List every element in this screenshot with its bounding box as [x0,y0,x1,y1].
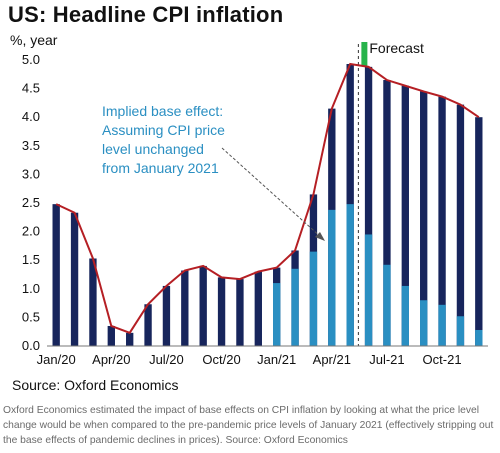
annotation-line: Implied base effect: [102,103,223,119]
bar-base-effect [291,268,299,346]
base-effect-annotation: Implied base effect: Assuming CPI price le… [102,103,225,176]
forecast-marker: Forecast [357,40,424,346]
cpi-chart: %, year 0.0 0.5 1.0 1.5 2.0 2.5 3.0 3.5 4.0 4.5 5.… [10,32,488,367]
bar-total [364,66,373,346]
bar-total [162,285,171,346]
bar-base-effect [401,285,409,346]
bar-base-effect [383,264,391,346]
bar-total [199,265,207,346]
bar-base-effect [309,251,318,346]
x-tick-label: Jul/20 [149,352,184,367]
x-axis: Jan/20 Apr/20 Jul/20 Oct/20 Jan/21 Apr/21 Jul-… [37,345,488,367]
y-tick-label: 2.5 [22,195,40,210]
bar-base-effect [475,329,483,346]
y-tick-label: 4.0 [22,109,40,124]
forecast-label: Forecast [369,40,424,56]
y-tick-label: 0.0 [22,338,40,353]
y-tick-label: 1.5 [22,252,40,267]
bar-total [107,325,115,346]
x-tick-label: Jan/20 [37,352,76,367]
bar-base-effect [273,283,281,346]
bar-total [438,96,446,346]
x-tick-label: Oct-21 [423,352,462,367]
bar-base-effect [328,209,336,346]
annotation-line: Assuming CPI price [102,122,225,138]
source-note: Source: Oxford Economics [12,377,179,393]
x-tick-label: Apr/21 [313,352,351,367]
bars [52,64,483,347]
y-tick-label: 2.0 [22,224,40,239]
bar-total [217,277,226,346]
y-axis: 0.0 0.5 1.0 1.5 2.0 2.5 3.0 3.5 4.0 4.5 5.0 [22,52,40,353]
bar-total [181,270,189,346]
y-tick-label: 3.0 [22,166,40,181]
chart-title: US: Headline CPI inflation [8,2,284,27]
y-tick-label: 3.5 [22,138,40,153]
x-tick-label: Jul-21 [369,352,404,367]
y-tick-label: 5.0 [22,52,40,67]
cpi-line-path [55,62,480,335]
bar-total [144,304,152,346]
bar-base-effect [364,234,373,346]
bar-total [70,212,79,346]
bar-total [383,80,391,347]
bar-total [254,271,262,346]
cpi-line [55,62,480,335]
x-tick-label: Oct/20 [202,352,240,367]
annotation: Implied base effect: Assuming CPI price le… [102,103,325,241]
x-tick-label: Jan/21 [257,352,296,367]
y-tick-label: 0.5 [22,309,40,324]
annotation-arrow [221,147,323,239]
bar-base-effect [346,204,354,346]
bar-total [89,258,97,346]
annotation-line: from January 2021 [102,160,219,176]
y-tick-label: 1.0 [22,281,40,296]
bar-base-effect [438,304,446,346]
bar-total [420,91,428,347]
x-tick-label: Apr/20 [92,352,130,367]
bar-base-effect [420,300,428,346]
caption: Oxford Economics estimated the impact of… [3,405,494,446]
bar-total [456,104,465,346]
y-axis-label: %, year [10,32,58,48]
forecast-flag [361,42,368,66]
y-tick-label: 4.5 [22,81,40,96]
annotation-line: level unchanged [102,141,204,157]
bar-base-effect [456,316,465,346]
bar-total [475,117,483,346]
bar-total [52,204,60,346]
bar-total [236,279,244,346]
bar-total [126,332,134,346]
annotation-arrowhead [315,232,325,241]
bar-total [401,85,409,347]
